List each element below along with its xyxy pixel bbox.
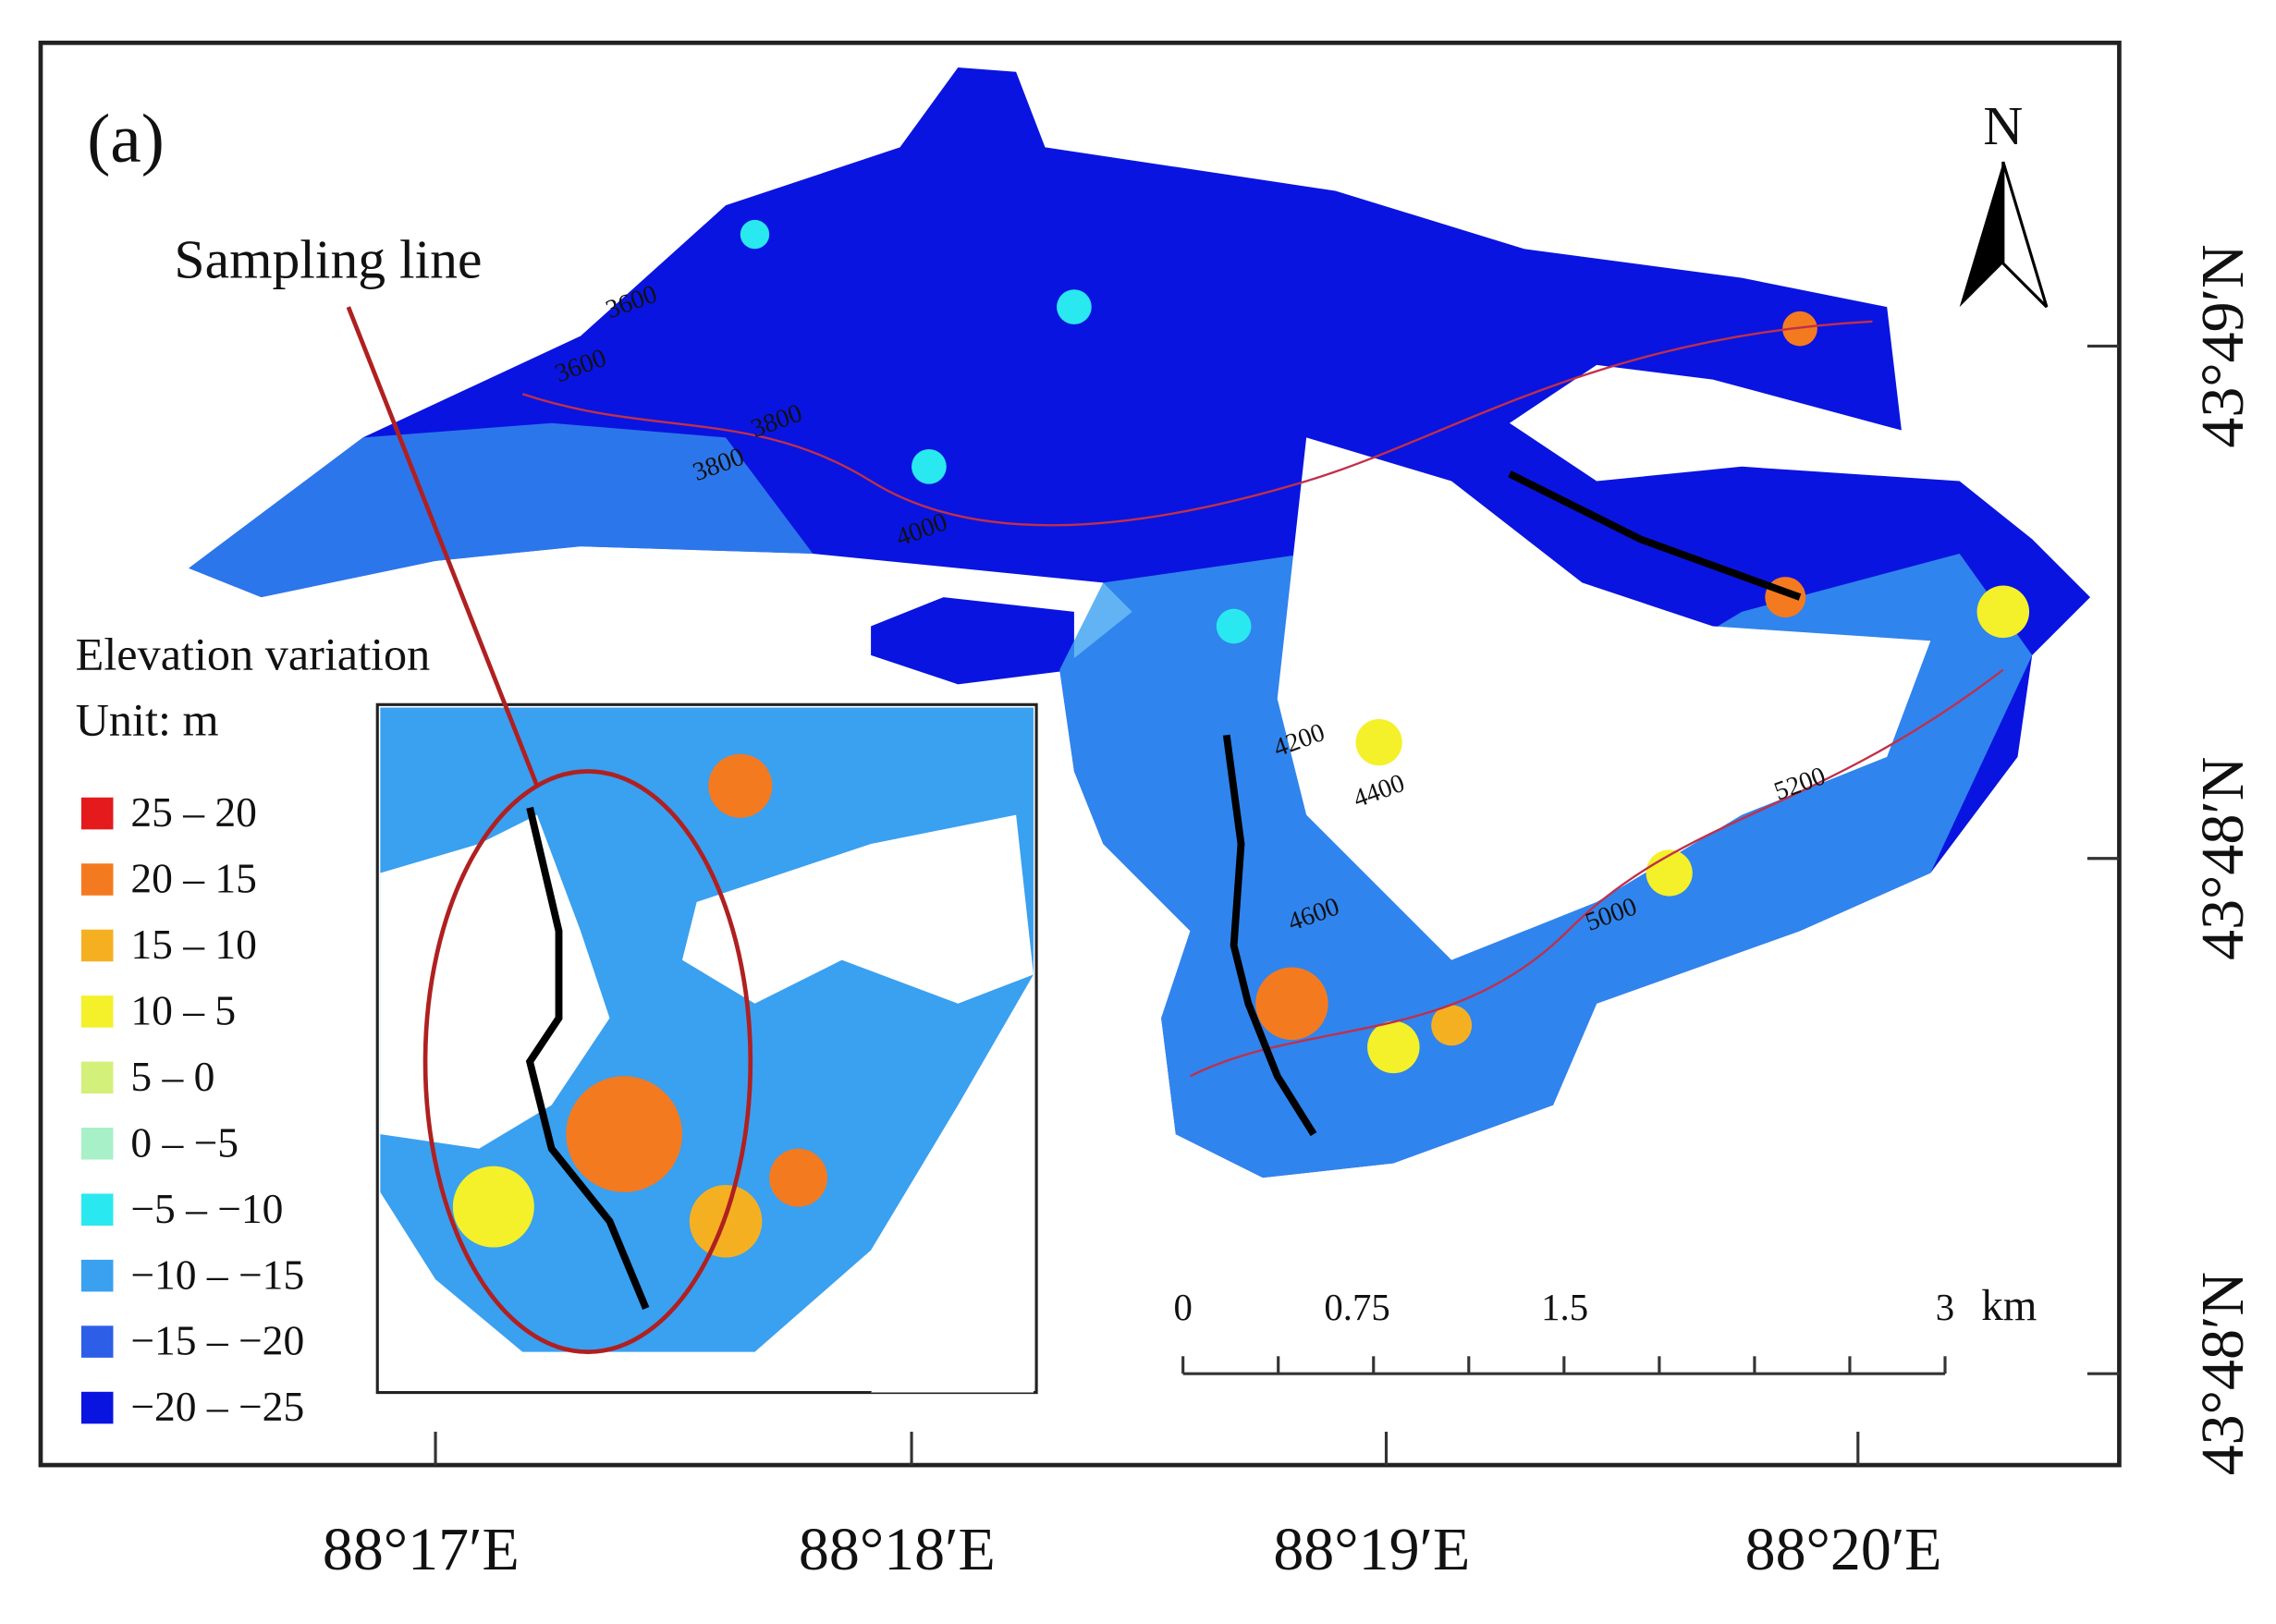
legend-label: 20 – 15 [130, 855, 257, 902]
area-shading [189, 422, 814, 598]
study-area [189, 67, 2091, 1178]
scale-label: 0 [1173, 1287, 1192, 1328]
highlight-ellipse [422, 769, 753, 1354]
legend-swatch [80, 863, 114, 896]
lon-label: 88°18′E [799, 1516, 996, 1583]
legend-label: 15 – 10 [130, 921, 257, 968]
hotspots [740, 219, 2030, 1074]
annotation-leader [346, 306, 540, 788]
legend-label: 10 – 5 [130, 987, 236, 1034]
sampling-path [1222, 734, 1317, 1137]
inset [346, 306, 1038, 1395]
legend-label: 0 – −5 [130, 1118, 239, 1166]
legend-swatch [80, 1128, 114, 1160]
sampling-path [1508, 470, 1802, 601]
legend-label: 5 – 0 [130, 1053, 214, 1100]
lon-label: 88°17′E [323, 1516, 520, 1583]
legend-swatch [80, 1061, 114, 1094]
legend-swatch [80, 1259, 114, 1292]
lat-label: 43°48′N [2189, 1272, 2257, 1475]
lon-label: 88°20′E [1745, 1516, 1942, 1583]
lat-label: 43°49′N [2189, 244, 2257, 447]
legend-unit: Unit: m [76, 693, 219, 745]
scale-label: 1.5 [1541, 1287, 1588, 1328]
annotation: Sampling line [174, 229, 482, 290]
contour-line [1189, 668, 2004, 1078]
lon-label: 88°19′E [1273, 1516, 1470, 1583]
legend-swatch [80, 995, 114, 1028]
inset-gap [681, 814, 1034, 1004]
scale-unit: km [1981, 1282, 2037, 1330]
legend-label: −10 – −15 [130, 1251, 304, 1298]
legend-swatch [80, 1391, 114, 1424]
legend-label: −20 – −25 [130, 1383, 304, 1430]
sampling-path [525, 806, 650, 1311]
legend-swatch [80, 929, 114, 962]
scale-label: 0.75 [1324, 1287, 1389, 1328]
legend-swatch [80, 797, 114, 830]
legend-label: −5 – −10 [130, 1185, 283, 1232]
legend-label: 25 – 20 [130, 788, 257, 836]
scale-label: 3 [1936, 1287, 1954, 1328]
inset-gap [871, 1076, 1034, 1393]
glacier-tongue [871, 597, 1074, 685]
panel-label: (a) [87, 101, 165, 177]
contour-line [521, 320, 1873, 527]
legend-label: −15 – −20 [130, 1317, 304, 1364]
gap [1277, 437, 1931, 960]
legend-swatch [80, 1325, 114, 1358]
lat-label: 43°48′N [2189, 757, 2257, 960]
legend-title: Elevation variation [76, 629, 431, 680]
legend-swatch [80, 1193, 114, 1226]
north-label: N [1983, 95, 2023, 156]
